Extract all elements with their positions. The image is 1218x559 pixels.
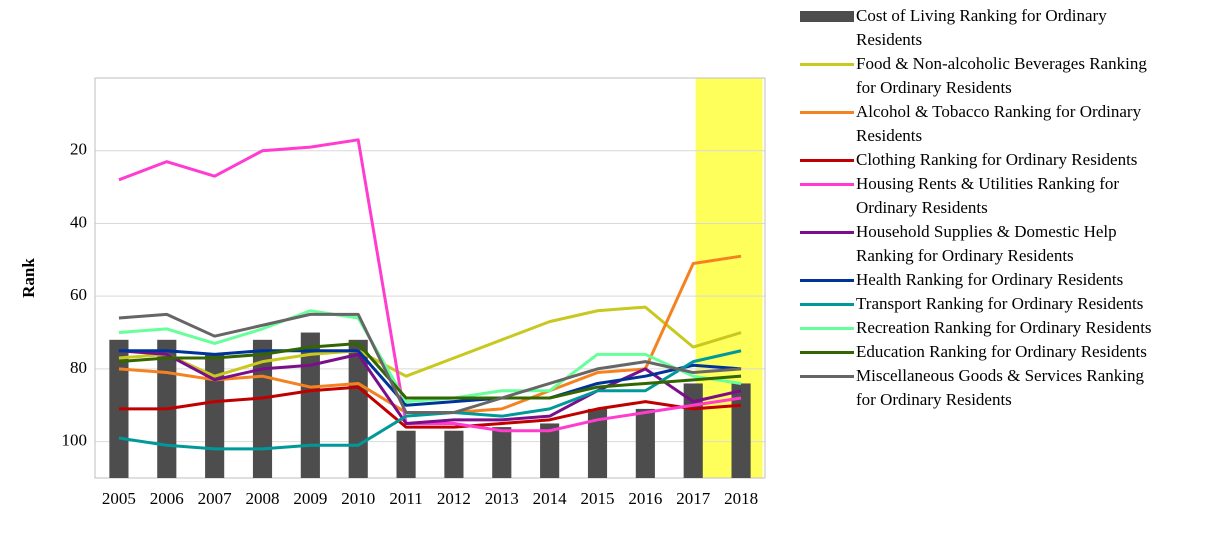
- line: [118, 349, 742, 451]
- bar: [587, 408, 608, 478]
- legend-item: Housing Rents & Utilities Ranking for Or…: [798, 172, 1218, 220]
- x-tick-label: 2008: [246, 489, 280, 508]
- legend-swatch: [798, 316, 856, 340]
- legend-swatch: [798, 172, 856, 196]
- legend-item: Transport Ranking for Ordinary Residents: [798, 292, 1218, 316]
- bar: [444, 430, 464, 478]
- y-tick-label: 80: [70, 358, 87, 377]
- x-tick-label: 2015: [581, 489, 615, 508]
- x-tick-label: 2010: [341, 489, 375, 508]
- x-tick-label: 2013: [485, 489, 519, 508]
- line: [118, 138, 742, 433]
- x-tick-label: 2007: [198, 489, 233, 508]
- line: [118, 312, 742, 415]
- x-tick-label: 2011: [389, 489, 422, 508]
- line: [118, 305, 742, 378]
- bar: [396, 430, 416, 478]
- bar: [492, 427, 512, 478]
- line: [118, 349, 742, 425]
- legend-swatch: [798, 148, 856, 172]
- y-tick-label: 60: [70, 285, 87, 304]
- legend-item: Health Ranking for Ordinary Residents: [798, 268, 1218, 292]
- line: [118, 385, 742, 429]
- highlight: [695, 78, 763, 478]
- legend-swatch: [798, 52, 856, 76]
- legend-item: Household Supplies & Domestic Help Ranki…: [798, 220, 1218, 268]
- x-tick-label: 2006: [150, 489, 184, 508]
- x-tick-label: 2012: [437, 489, 471, 508]
- legend-label: Housing Rents & Utilities Ranking for Or…: [856, 174, 1120, 217]
- plot-border: [94, 77, 766, 479]
- legend-label: Health Ranking for Ordinary Residents: [856, 270, 1124, 289]
- x-tick-label: 2005: [102, 489, 136, 508]
- legend-swatch: [798, 292, 856, 316]
- legend-swatch: [798, 4, 856, 28]
- legend-item: Miscellaneous Goods & Services Ranking f…: [798, 364, 1218, 412]
- legend-swatch: [798, 268, 856, 292]
- legend-swatch: [798, 220, 856, 244]
- bar: [540, 423, 560, 478]
- legend-item: Alcohol & Tobacco Ranking for Ordinary R…: [798, 100, 1218, 148]
- legend-label: Food & Non-alcoholic Beverages Ranking f…: [856, 54, 1147, 97]
- x-tick-label: 2009: [293, 489, 327, 508]
- x-tick-label: 2014: [533, 489, 568, 508]
- legend-label: Education Ranking for Ordinary Residents: [856, 342, 1147, 361]
- y-tick-label: 40: [70, 212, 87, 231]
- legend-swatch: [798, 364, 856, 388]
- x-tick-label: 2016: [628, 489, 662, 508]
- legend-label: Miscellaneous Goods & Services Ranking f…: [856, 366, 1145, 409]
- legend-item: Clothing Ranking for Ordinary Residents: [798, 148, 1218, 172]
- legend-item: Food & Non-alcoholic Beverages Ranking f…: [798, 52, 1218, 100]
- legend-label: Cost of Living Ranking for Ordinary Resi…: [856, 6, 1107, 49]
- legend-label: Clothing Ranking for Ordinary Residents: [856, 150, 1138, 169]
- x-tick-label: 2017: [676, 489, 711, 508]
- x-tick-label: 2018: [724, 489, 758, 508]
- legend-label: Recreation Ranking for Ordinary Resident…: [856, 318, 1152, 337]
- legend-item: Cost of Living Ranking for Ordinary Resi…: [798, 4, 1218, 52]
- y-tick-label: 20: [70, 140, 87, 159]
- line: [118, 349, 742, 407]
- legend-swatch: [798, 100, 856, 124]
- y-tick-label: 100: [62, 431, 88, 450]
- chart: Rank 20 40 60 80 100 2005 2006 2007 2008 2009 2010…: [19, 77, 766, 508]
- line: [118, 341, 742, 400]
- bar: [252, 339, 273, 478]
- legend-label: Household Supplies & Domestic Help Ranki…: [856, 222, 1117, 265]
- bar: [300, 332, 320, 478]
- line: [118, 309, 742, 404]
- legend-label: Transport Ranking for Ordinary Residents: [856, 294, 1144, 313]
- legend: Cost of Living Ranking for Ordinary Resi…: [798, 4, 1218, 412]
- legend-item: Education Ranking for Ordinary Residents: [798, 340, 1218, 364]
- legend-swatch: [798, 340, 856, 364]
- y-axis-label: Rank: [19, 258, 38, 298]
- bar: [635, 408, 655, 478]
- legend-item: Recreation Ranking for Ordinary Resident…: [798, 316, 1218, 340]
- legend-label: Alcohol & Tobacco Ranking for Ordinary R…: [856, 102, 1142, 145]
